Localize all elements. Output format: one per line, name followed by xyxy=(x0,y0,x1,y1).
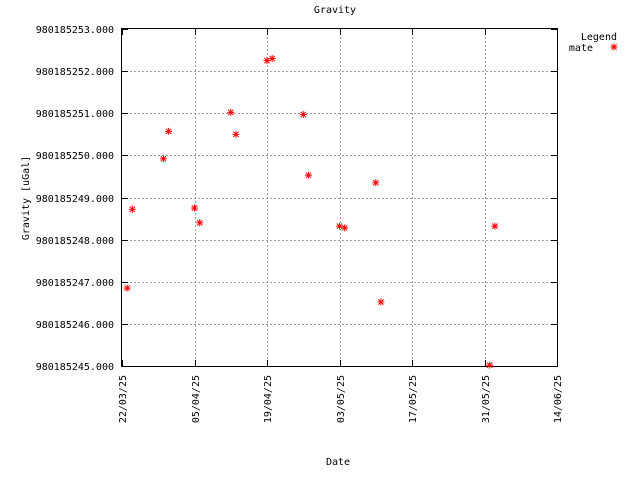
y-axis-label: Gravity [uGal] xyxy=(21,156,32,240)
chart-title: Gravity xyxy=(314,5,356,16)
data-point xyxy=(377,298,385,306)
grid-lines xyxy=(122,29,557,366)
data-point xyxy=(196,219,204,227)
data-point xyxy=(491,222,499,230)
plot-frame xyxy=(121,28,558,367)
y-tick-label: 980185252.000 xyxy=(36,67,114,78)
y-tick-label: 980185250.000 xyxy=(36,151,114,162)
y-tick-labels: 980185245.000 980185246.000 980185247.000 9… xyxy=(36,25,114,373)
data-point xyxy=(227,108,235,116)
legend-entry-marker xyxy=(610,43,618,51)
legend-marker-star xyxy=(610,43,618,51)
y-tick-label: 980185247.000 xyxy=(36,278,114,289)
y-tick-label: 980185248.000 xyxy=(36,236,114,247)
data-point xyxy=(299,111,307,119)
data-points xyxy=(123,54,499,369)
data-point xyxy=(304,171,312,179)
x-axis-label: Date xyxy=(326,457,350,468)
data-point xyxy=(268,54,276,62)
legend: Legend mate xyxy=(569,32,618,54)
data-point xyxy=(159,155,167,163)
x-tick-labels: 22/03/25 05/04/25 19/04/25 03/05/25 17/05/25… xyxy=(118,375,564,423)
data-point xyxy=(336,222,343,230)
legend-entry-label: mate xyxy=(569,43,593,54)
y-tick-label: 980185246.000 xyxy=(36,320,114,331)
tick-marks xyxy=(122,29,558,367)
y-tick-label: 980185251.000 xyxy=(36,109,114,120)
x-tick-label: 19/04/25 xyxy=(263,375,274,423)
data-point xyxy=(123,284,131,292)
y-tick-label: 980185245.000 xyxy=(36,362,114,373)
data-point xyxy=(191,204,198,212)
data-point xyxy=(372,179,380,187)
data-point xyxy=(232,130,240,138)
y-tick-label: 980185249.000 xyxy=(36,194,114,205)
x-tick-label: 17/05/25 xyxy=(408,375,419,423)
data-point xyxy=(341,224,349,232)
x-tick-label: 03/05/25 xyxy=(336,375,347,423)
x-tick-label: 05/04/25 xyxy=(191,375,202,423)
x-tick-label: 22/03/25 xyxy=(118,375,129,423)
legend-title: Legend xyxy=(581,32,617,43)
x-tick-label: 14/06/25 xyxy=(553,375,564,423)
data-point xyxy=(486,361,494,369)
y-tick-label: 980185253.000 xyxy=(36,25,114,36)
data-point xyxy=(128,205,136,213)
data-point xyxy=(165,127,173,135)
x-tick-label: 31/05/25 xyxy=(481,375,492,423)
